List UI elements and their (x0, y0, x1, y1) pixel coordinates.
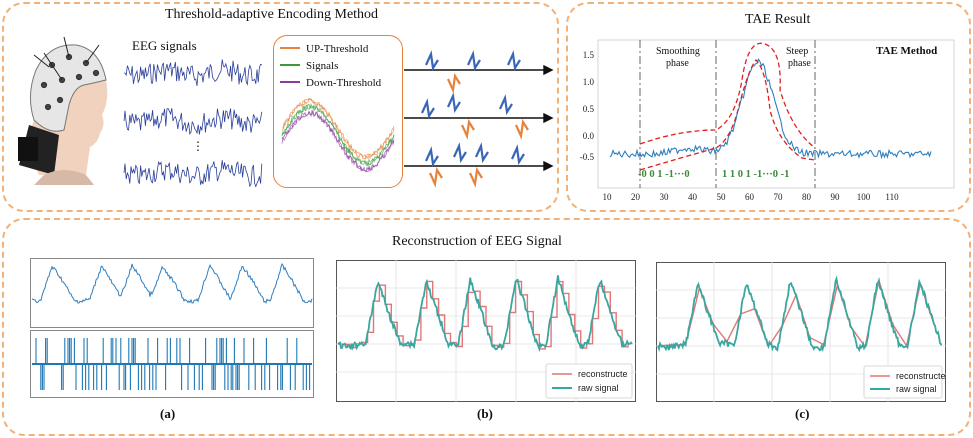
tae-x-tick: 20 (631, 192, 641, 202)
tae-result-title: TAE Result (745, 12, 811, 27)
eeg-signal-traces: ⋮ (123, 59, 263, 188)
code-steep: 1 1 0 1 -1···0 -1 (722, 169, 789, 180)
tae-y-tick: 0.0 (583, 131, 595, 141)
smoothing-phase-label-2: phase (666, 58, 689, 69)
caption-c: (c) (795, 406, 810, 421)
reconstruction-panel (2, 218, 971, 436)
tae-down-threshold (639, 59, 816, 171)
tae-x-tick: 90 (831, 192, 841, 202)
tae-result-chart: 1.5 1.0 0.5 0.0 -0.5 10 20 30 40 50 60 70 80 90 100 110… (580, 39, 955, 202)
tae-up-threshold (639, 42, 816, 149)
tae-result-panel (566, 2, 971, 212)
b-raw-line (337, 275, 633, 353)
tae-method-label: TAE Method (876, 45, 937, 57)
c-legend-raw: raw signal (896, 384, 937, 394)
threshold-box (273, 35, 403, 188)
tae-raw-signal (609, 58, 932, 160)
steep-phase-label-1: Steep (786, 46, 808, 57)
tae-y-tick: 0.5 (583, 104, 595, 114)
tae-x-tick: 30 (660, 192, 670, 202)
legend-up-label: UP-Threshold (306, 43, 369, 55)
reconstruction-title: Reconstruction of EEG Signal (392, 234, 562, 249)
smoothing-phase-label-1: Smoothing (656, 46, 700, 57)
tae-y-tick: 1.5 (583, 50, 595, 60)
eeg-signals-label: EEG signals (132, 38, 197, 53)
tae-x-tick: 80 (802, 192, 812, 202)
panel-b-reconstruction-plot: reconstructe raw signal (336, 260, 636, 402)
steep-phase-label-2: phase (788, 58, 811, 69)
tae-x-tick: 100 (857, 192, 871, 202)
caption-b: (b) (477, 406, 493, 421)
code-smoothing: -0 0 1 -1···0 (638, 169, 690, 180)
tae-x-tick: 110 (885, 192, 899, 202)
legend-signal-label: Signals (306, 60, 338, 72)
tae-y-tick: 1.0 (583, 77, 595, 87)
c-raw-line (657, 275, 943, 353)
b-legend-raw: raw signal (578, 383, 619, 393)
spike-trains (404, 50, 554, 188)
tae-x-tick: 10 (603, 192, 613, 202)
c-legend-reconstructed: reconstructe (896, 371, 946, 381)
caption-a: (a) (160, 406, 176, 421)
threshold-legend: UP-Threshold Signals Down-Threshold (280, 43, 382, 89)
threshold-sine-plot (281, 97, 395, 173)
legend-down-label: Down-Threshold (306, 77, 382, 89)
eeg-cap-head-illustration (18, 36, 108, 185)
tae-x-tick: 50 (717, 192, 727, 202)
tae-x-tick: 40 (688, 192, 698, 202)
svg-text:⋮: ⋮ (192, 139, 204, 153)
encoding-panel (2, 2, 559, 212)
panel-a-spike-encoding (30, 330, 314, 398)
b-legend-reconstructed: reconstructe (578, 369, 628, 379)
tae-x-tick: 70 (774, 192, 784, 202)
encoding-title: Threshold-adaptive Encoding Method (165, 7, 379, 22)
b-reconstructed-line (338, 280, 629, 350)
panel-a-raw-signal (30, 258, 314, 328)
tae-x-tick: 60 (745, 192, 755, 202)
tae-y-tick: -0.5 (580, 152, 595, 162)
panel-c-reconstruction-plot: reconstructe raw signal (656, 262, 946, 402)
